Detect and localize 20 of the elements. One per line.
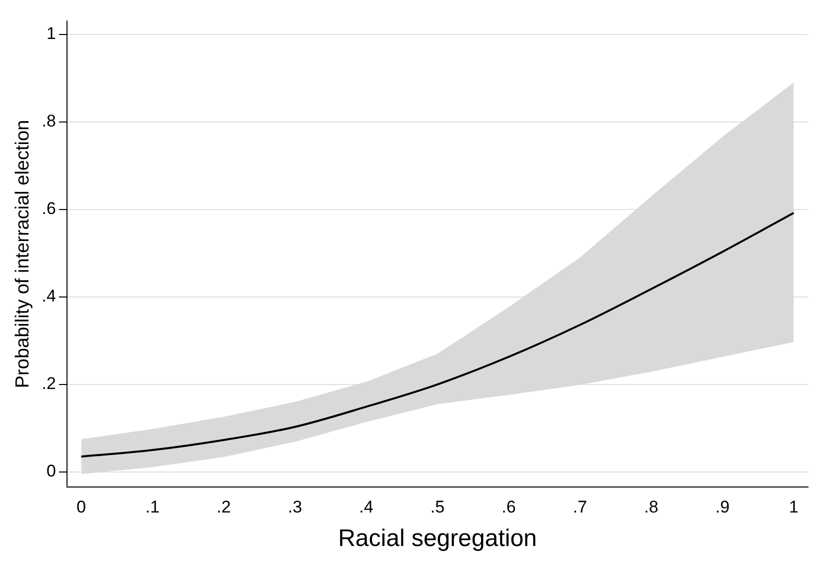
y-tick-label: 0 <box>46 462 56 481</box>
x-tick-label: .1 <box>145 498 160 517</box>
x-tick-label: .7 <box>572 498 588 517</box>
x-axis-title: Racial segregation <box>338 525 537 552</box>
x-tick-label: 0 <box>76 498 86 517</box>
y-tick-label: 1 <box>46 24 56 44</box>
y-tick-label: .4 <box>42 286 56 306</box>
x-tick-label: .4 <box>359 498 374 517</box>
x-tick-label: .2 <box>216 498 231 517</box>
y-axis-title: Probability of interracial election <box>12 120 34 388</box>
x-tick-label: .6 <box>502 498 516 517</box>
line-series <box>80 212 795 458</box>
y-tick-label: .2 <box>42 374 56 394</box>
x-tick-label: .9 <box>715 498 730 517</box>
x-tick-label: .3 <box>288 498 302 517</box>
x-tick-label: .8 <box>644 498 658 517</box>
y-tick-label: .8 <box>42 112 56 131</box>
x-tick-label: .5 <box>430 498 445 517</box>
x-tick-label: 1 <box>789 498 798 517</box>
y-tick-label: .6 <box>42 199 56 218</box>
